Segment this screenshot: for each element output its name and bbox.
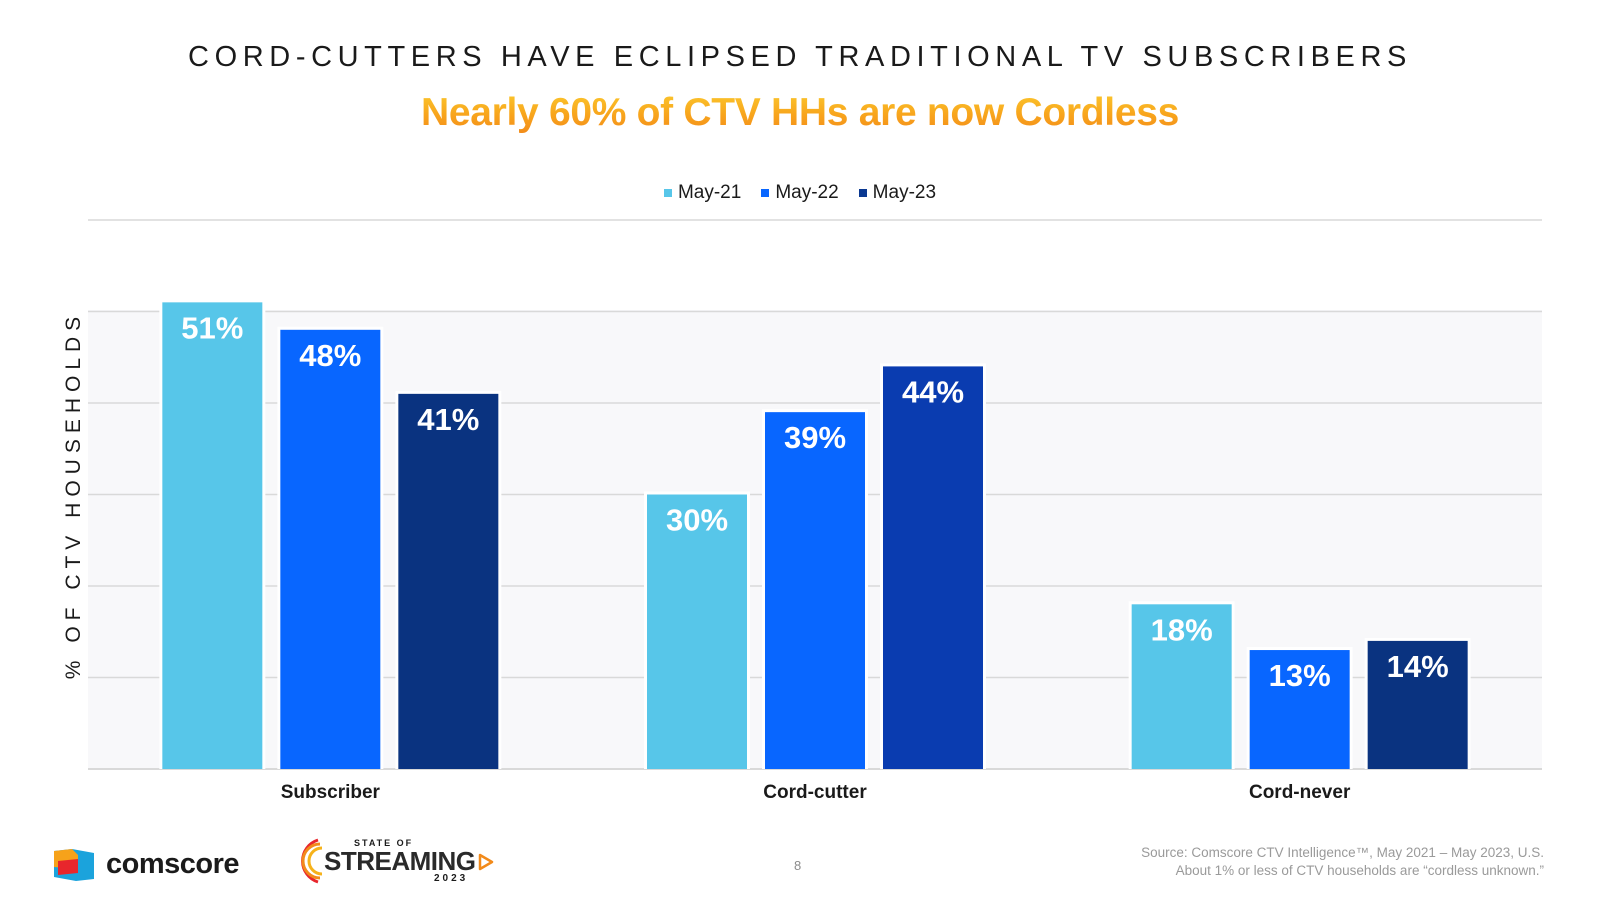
data-label: 13% bbox=[1269, 658, 1331, 693]
x-tick-label: Cord-never bbox=[1249, 782, 1351, 803]
comscore-flag-icon bbox=[54, 848, 94, 881]
bar-subscriber-may-22 bbox=[280, 329, 381, 769]
bar-subscriber-may-21 bbox=[162, 302, 263, 769]
sos-top-text: STATE OF bbox=[354, 837, 414, 848]
comscore-logo: comscore bbox=[54, 848, 240, 881]
source-line-1: Source: Comscore CTV Intelligence™, May … bbox=[1141, 845, 1544, 860]
state-of-streaming-logo: STATE OF STREAMING 2023 bbox=[294, 838, 494, 884]
legend-swatch-may-21 bbox=[663, 189, 672, 197]
x-tick-label: Cord-cutter bbox=[763, 782, 867, 803]
data-label: 48% bbox=[299, 338, 361, 373]
bar-cord-cutter-may-23 bbox=[883, 366, 983, 769]
source-note: Source: Comscore CTV Intelligence™, May … bbox=[1141, 844, 1544, 880]
data-label: 39% bbox=[784, 420, 846, 455]
bar-subscriber-may-23 bbox=[398, 393, 499, 769]
play-triangle-icon bbox=[478, 853, 493, 870]
sos-year-text: 2023 bbox=[434, 872, 469, 884]
bar-cord-never-may-23 bbox=[1367, 640, 1468, 769]
broadcast-waves-icon bbox=[301, 838, 322, 884]
data-label: 18% bbox=[1151, 612, 1213, 647]
page-number: 8 bbox=[794, 858, 802, 873]
bar-cord-never-may-22 bbox=[1249, 650, 1350, 769]
source-line-2: About 1% or less of CTV households are “… bbox=[1175, 863, 1544, 878]
legend-label-may-23: May-23 bbox=[872, 182, 937, 203]
data-label: 51% bbox=[181, 310, 243, 345]
data-label: 41% bbox=[417, 402, 479, 437]
legend-swatch-may-23 bbox=[858, 189, 867, 197]
bar-cord-never-may-21 bbox=[1131, 604, 1232, 769]
chart-subtitle: Nearly 60% of CTV HHs are now Cordless bbox=[0, 91, 1600, 135]
data-label: 44% bbox=[902, 374, 964, 409]
legend-item-may-22: May-22 bbox=[761, 182, 839, 204]
chart-legend: May-21 May-22 May-23 bbox=[0, 182, 1600, 204]
comscore-wordmark: comscore bbox=[106, 848, 240, 880]
sos-streaming-word: STREAMING bbox=[324, 845, 476, 876]
legend-swatch-may-22 bbox=[761, 189, 770, 197]
x-tick-label: Subscriber bbox=[281, 782, 381, 803]
legend-item-may-23: May-23 bbox=[858, 182, 937, 204]
legend-item-may-21: May-21 bbox=[663, 182, 742, 204]
data-label: 30% bbox=[666, 503, 728, 538]
data-label: 14% bbox=[1387, 649, 1449, 684]
legend-label-may-21: May-21 bbox=[677, 182, 742, 203]
legend-label-may-22: May-22 bbox=[775, 182, 839, 203]
bar-cord-cutter-may-22 bbox=[765, 412, 865, 769]
sos-main-text: STREAMING bbox=[324, 848, 494, 874]
chart-title: CORD-CUTTERS HAVE ECLIPSED TRADITIONAL T… bbox=[188, 41, 1412, 73]
bar-cord-cutter-may-21 bbox=[647, 494, 747, 769]
